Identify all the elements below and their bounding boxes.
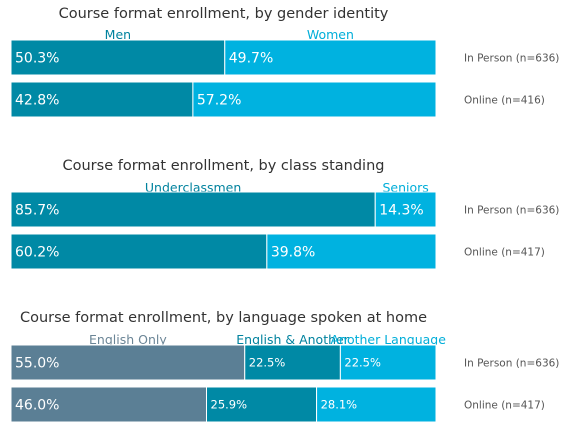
chart-title: Course format enrollment, by class stand… xyxy=(63,158,385,174)
series-label-english-only: English Only xyxy=(89,332,167,347)
data-label-english-only: 55.0% xyxy=(15,356,59,372)
chart-panel-2: Course format enrollment, by class stand… xyxy=(10,158,559,270)
bar-segment-underclassmen xyxy=(10,191,376,228)
data-label-underclassmen: 85.7% xyxy=(15,203,59,219)
chart-panel-1: Course format enrollment, by gender iden… xyxy=(10,6,559,118)
data-label-english-another: 25.9% xyxy=(211,398,248,412)
bar-segment-underclassmen xyxy=(10,233,268,270)
data-label-seniors: 39.8% xyxy=(271,245,315,261)
chart-panel-3: Course format enrollment, by language sp… xyxy=(10,310,559,423)
data-label-underclassmen: 60.2% xyxy=(15,245,59,261)
data-label-men: 42.8% xyxy=(15,93,59,109)
data-label-women: 57.2% xyxy=(197,93,241,109)
series-label-women: Women xyxy=(307,27,354,42)
bar-segment-english-only xyxy=(10,386,207,423)
data-label-women: 49.7% xyxy=(229,51,273,67)
series-label-men: Men xyxy=(105,27,131,42)
row-label: Online (n=417) xyxy=(464,247,545,259)
bar-segment-women xyxy=(224,39,437,76)
data-label-another-language: 28.1% xyxy=(321,398,358,412)
data-label-another-language: 22.5% xyxy=(344,356,381,370)
bar-segment-men xyxy=(10,39,226,76)
bar-segment-men xyxy=(10,81,194,118)
data-label-men: 50.3% xyxy=(15,51,59,67)
bar-segment-english-only xyxy=(10,344,246,381)
chart-title: Course format enrollment, by gender iden… xyxy=(59,6,389,22)
bar-segment-another-language xyxy=(339,344,437,381)
data-label-english-another: 22.5% xyxy=(249,356,286,370)
row-label: In Person (n=636) xyxy=(464,205,559,217)
row-label: Online (n=416) xyxy=(464,95,545,107)
series-label-english-another: English & Another xyxy=(236,332,349,347)
bar-segment-english-another xyxy=(206,386,318,423)
series-label-seniors: Seniors xyxy=(382,180,428,195)
row-label: In Person (n=636) xyxy=(464,358,559,370)
data-label-seniors: 14.3% xyxy=(379,203,423,219)
row-label: In Person (n=636) xyxy=(464,53,559,65)
row-label: Online (n=417) xyxy=(464,400,545,412)
series-label-underclassmen: Underclassmen xyxy=(145,180,241,195)
bar-segment-seniors xyxy=(374,191,437,228)
bar-segment-women xyxy=(192,81,437,118)
chart-title: Course format enrollment, by language sp… xyxy=(20,310,427,326)
series-label-another-language: Another Language xyxy=(330,332,446,347)
bar-segment-english-another xyxy=(244,344,341,381)
bar-segment-another-language xyxy=(316,386,437,423)
data-label-english-only: 46.0% xyxy=(15,398,59,414)
bar-segment-seniors xyxy=(266,233,437,270)
